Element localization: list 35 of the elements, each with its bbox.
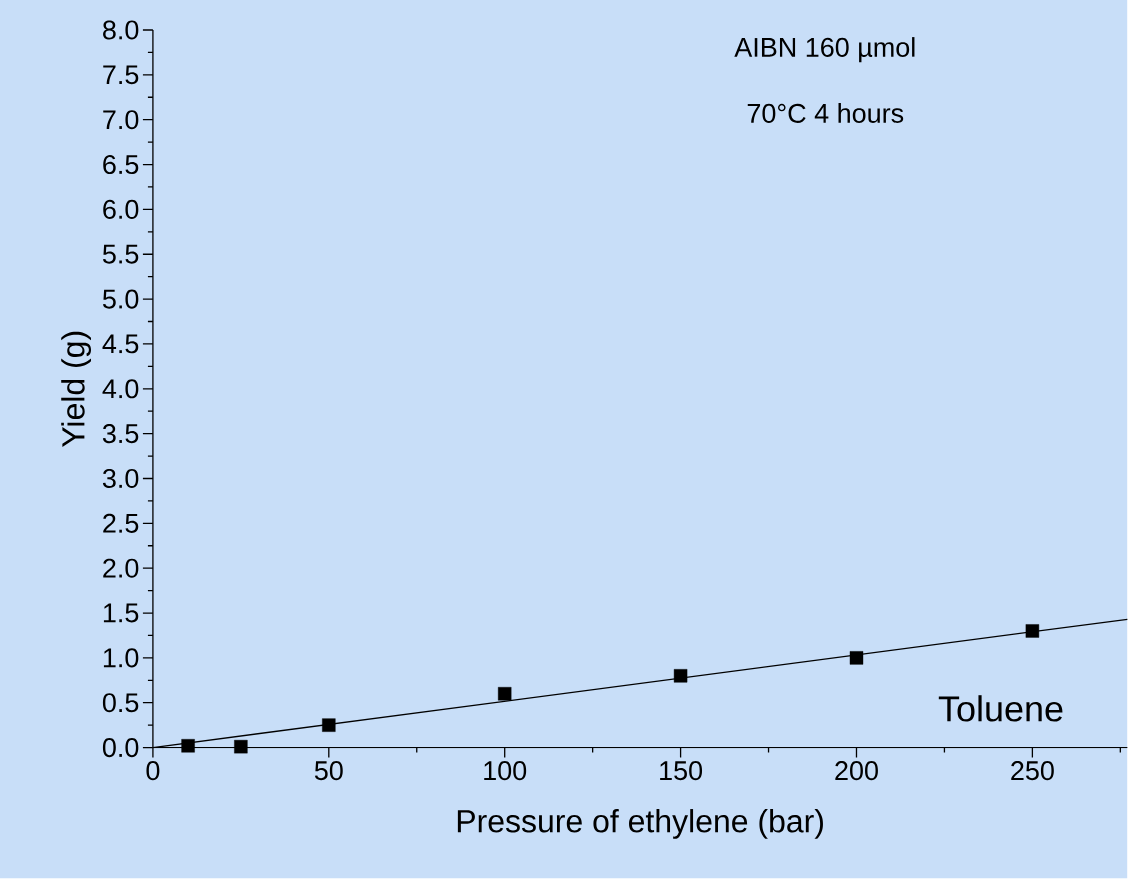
x-tick-label: 150 xyxy=(660,761,703,781)
y-tick-label: 1.0 xyxy=(103,648,139,668)
y-axis-title: Yield (g) xyxy=(61,332,92,448)
y-tick-label: 0.5 xyxy=(102,693,139,713)
y-tick-label: 3.0 xyxy=(102,469,139,489)
y-tick-label: 1.5 xyxy=(103,603,139,623)
point xyxy=(181,739,195,753)
x-tick-label: 250 xyxy=(1011,761,1054,781)
y-tick-label: 6.0 xyxy=(103,200,139,220)
y-tick-label: 5.0 xyxy=(102,289,139,309)
x-tick-label: 0 xyxy=(146,761,160,781)
y-tick-label: 3.5 xyxy=(102,424,139,444)
x-tick-label: 50 xyxy=(314,761,343,781)
point xyxy=(498,687,512,701)
y-tick-label: 7.0 xyxy=(103,110,139,130)
point xyxy=(322,718,336,733)
series-label: Toluene xyxy=(938,695,1063,722)
x-tick-label: 200 xyxy=(835,761,878,781)
point xyxy=(234,740,248,754)
annotation: 70°C 4 hours xyxy=(747,103,904,124)
x-axis-title: Pressure of ethylene (bar) xyxy=(457,809,823,840)
y-tick-label: 2.0 xyxy=(103,558,139,578)
y-tick-label: 5.5 xyxy=(102,245,139,264)
y-tick-label: 8.0 xyxy=(103,20,139,40)
y-tick-label: 4.0 xyxy=(102,379,139,399)
y-tick-label: 7.5 xyxy=(103,65,139,85)
y-tick-label: 2.5 xyxy=(103,514,139,534)
point xyxy=(849,651,864,665)
annotation: AIBN 160 µmol xyxy=(734,37,915,63)
y-tick-label: 6.5 xyxy=(103,155,139,175)
y-tick-label: 0.0 xyxy=(102,738,139,758)
x-tick-label: 100 xyxy=(484,761,527,781)
y-tick-label: 4.5 xyxy=(102,334,139,354)
point xyxy=(1025,624,1040,638)
point xyxy=(673,669,688,683)
